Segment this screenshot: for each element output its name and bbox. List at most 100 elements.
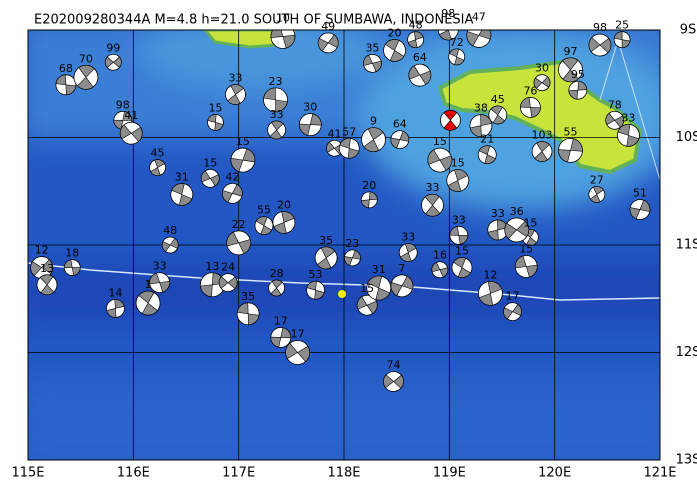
beachball [446, 169, 470, 192]
events [30, 30, 651, 392]
beachball-compression [255, 216, 273, 235]
depth-label: 25 [615, 19, 629, 32]
beachball-compression [316, 246, 336, 270]
beachball-compression [384, 39, 405, 62]
beachball [199, 272, 225, 298]
depth-label: 48 [163, 224, 177, 237]
frame [27, 29, 661, 461]
beachball-compression [285, 343, 310, 362]
x-tick-label: 116E [117, 466, 150, 481]
beachball [338, 137, 360, 159]
beachball-compression [520, 97, 541, 118]
beachball [267, 120, 286, 140]
depth-label: 7 [398, 262, 405, 275]
depth-label: 55 [257, 204, 271, 217]
depth-label: 15 [236, 135, 250, 148]
beachball [514, 255, 538, 278]
beachball [119, 121, 143, 145]
beachball-compression [344, 249, 361, 266]
beachball-compression [390, 275, 414, 296]
beachball-compression [363, 54, 382, 72]
beachball-compression [150, 159, 165, 176]
depth-label: 18 [65, 247, 79, 260]
depth-label: 78 [608, 98, 622, 111]
beachball [469, 114, 493, 138]
beachball-compression [439, 30, 458, 41]
beachball [558, 57, 583, 83]
beachball [451, 257, 473, 278]
beachball-compression [63, 259, 81, 276]
depth-label: 17 [274, 314, 288, 327]
beachball-compression [218, 276, 238, 289]
beachball [298, 113, 322, 136]
beachball-compression [200, 170, 220, 187]
beachball [207, 114, 224, 131]
depth-label: 74 [387, 359, 401, 372]
depth-label: 47 [472, 10, 486, 23]
beachball [272, 211, 296, 234]
depth-label: 31 [372, 263, 386, 276]
y-tick-label: 13S [676, 453, 697, 468]
x-tick-label: 120E [538, 466, 571, 481]
beachball [314, 246, 338, 270]
beachball-compression [55, 74, 77, 96]
depth-label: 33 [491, 207, 505, 220]
beachball [398, 243, 418, 262]
depth-label: 16 [433, 249, 447, 262]
beachball-compression [617, 124, 640, 147]
beachball-compression [427, 149, 453, 171]
beachball-compression [270, 327, 292, 348]
depth-label: 15 [208, 101, 222, 114]
depth-label: 31 [175, 170, 189, 183]
beachball-compression [478, 281, 503, 306]
beachball-compression [106, 299, 125, 318]
depth-label: 35 [365, 41, 379, 54]
map-title: E202009280344A M=4.8 h=21.0 SOUTH OF SUM… [34, 13, 474, 28]
beachball [326, 139, 343, 157]
depth-label: 1 [145, 278, 152, 291]
depth-label: 24 [221, 261, 235, 274]
beachball-compression [339, 138, 360, 159]
beachball-compression [407, 31, 424, 48]
depth-label: 41 [328, 127, 342, 140]
depth-label: 22 [232, 218, 246, 231]
beachball [427, 147, 453, 173]
depth-label: 48 [409, 19, 423, 32]
beachball-compression [399, 243, 417, 262]
beachball [437, 30, 459, 41]
beachball [613, 31, 631, 49]
x-tick-label: 115E [11, 466, 44, 481]
beachball [408, 63, 432, 87]
beachball [270, 327, 292, 348]
depth-label: 20 [362, 179, 376, 192]
depth-label: 98 [441, 7, 455, 20]
beachball [306, 280, 325, 300]
depth-label: 42 [225, 170, 239, 183]
beachball [390, 274, 414, 298]
depth-label: 35 [319, 234, 333, 247]
beachball [477, 145, 497, 165]
depth-label: 76 [523, 84, 537, 97]
beachball-compression [105, 56, 122, 68]
beachball [449, 225, 469, 245]
beachball-compression [270, 30, 296, 49]
depth-label: 15 [455, 245, 469, 258]
beachball [383, 39, 406, 62]
beachball [568, 80, 588, 100]
beachball-compression [431, 262, 449, 278]
beachball-compression [383, 374, 404, 389]
beachball-compression [424, 193, 441, 217]
beachball [360, 191, 378, 209]
beachball-compression [503, 303, 522, 320]
depth-label: 99 [106, 41, 120, 54]
beachball [520, 97, 541, 118]
beachball-compression [269, 120, 284, 140]
beachball [448, 48, 466, 66]
beachball [344, 249, 361, 267]
depth-label: 95 [571, 68, 585, 81]
depth-label: 72 [450, 36, 464, 49]
beachball-compression [514, 255, 538, 278]
beachball-compression [443, 110, 458, 131]
beachball-compression [589, 186, 604, 203]
